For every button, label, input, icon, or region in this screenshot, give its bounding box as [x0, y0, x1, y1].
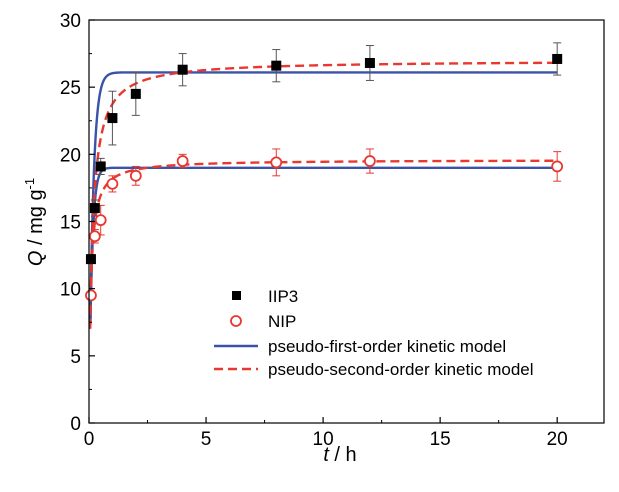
- second-order-curve-1: [88, 61, 558, 329]
- y-tick-label: 15: [60, 213, 81, 234]
- nip-point: [364, 155, 376, 167]
- iip3-point: [85, 254, 96, 265]
- nip-point: [106, 177, 119, 190]
- nip-point: [270, 156, 283, 169]
- iip3-point: [364, 57, 375, 68]
- iip3-point: [89, 203, 100, 214]
- second-order-curve-2: [88, 159, 558, 328]
- x-axis-title: t / h: [323, 444, 356, 466]
- y-axis-title: Q / mg g-1: [22, 178, 47, 266]
- legend-marker-iip3: [232, 291, 241, 300]
- nip-point: [551, 160, 564, 173]
- y-tick-label: 20: [60, 145, 81, 166]
- iip3-point: [552, 53, 563, 64]
- y-tick-label: 0: [70, 414, 81, 435]
- nip-point: [176, 155, 189, 167]
- y-tick-label: 5: [70, 347, 81, 368]
- nip-point: [94, 214, 107, 227]
- legend-label-iip3: IIP3: [268, 287, 298, 306]
- iip3-point: [130, 88, 141, 99]
- legend-marker-nip: [230, 315, 242, 327]
- x-tick-label: 15: [430, 429, 451, 450]
- nip-point: [88, 230, 101, 243]
- x-tick-label: 20: [547, 429, 568, 450]
- iip3-point: [95, 161, 106, 172]
- legend-label-second-order: pseudo-second-order kinetic model: [268, 360, 534, 379]
- nip-point: [129, 169, 142, 182]
- x-tick-label: 0: [84, 429, 95, 450]
- legend: IIP3 NIP pseudo-first-order kinetic mode…: [214, 287, 534, 379]
- legend-label-nip: NIP: [268, 312, 296, 331]
- first-order-curve-2: [89, 166, 558, 326]
- x-tick-label: 5: [201, 429, 212, 450]
- model-curves: [88, 61, 558, 329]
- iip3-point: [271, 60, 282, 71]
- first-order-curve-1: [89, 71, 558, 323]
- x-tick-label: 10: [313, 429, 334, 450]
- y-tick-label: 10: [60, 280, 81, 301]
- iip3-point: [177, 64, 188, 75]
- axis-ticks: 0 5 10 15 20 0 5 10 15 20 25 30: [60, 11, 568, 450]
- iip3-point: [107, 113, 118, 124]
- nip-point: [85, 289, 97, 302]
- y-tick-label: 30: [60, 11, 81, 32]
- legend-label-first-order: pseudo-first-order kinetic model: [268, 337, 506, 356]
- y-tick-label: 25: [60, 78, 81, 99]
- data-points: [85, 53, 564, 302]
